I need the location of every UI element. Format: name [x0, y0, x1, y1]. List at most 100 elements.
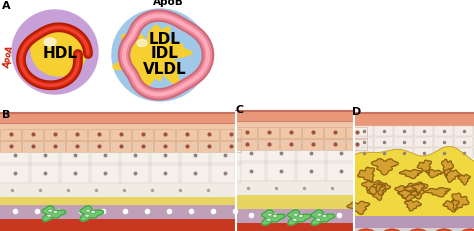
Polygon shape [417, 160, 431, 173]
Polygon shape [262, 210, 285, 225]
Ellipse shape [266, 218, 271, 221]
Ellipse shape [112, 9, 208, 101]
Bar [346, 139, 367, 150]
Bar [22, 141, 43, 152]
Bar [354, 216, 474, 228]
Bar [154, 129, 175, 140]
Ellipse shape [273, 214, 277, 217]
Polygon shape [358, 167, 374, 182]
Bar [374, 137, 393, 147]
Ellipse shape [267, 213, 272, 216]
Bar [236, 122, 354, 150]
Bar [434, 137, 453, 147]
Ellipse shape [356, 229, 376, 231]
Text: ApoB: ApoB [153, 0, 183, 7]
Ellipse shape [85, 209, 91, 212]
Bar [88, 141, 109, 152]
Ellipse shape [84, 214, 90, 217]
Ellipse shape [91, 210, 96, 213]
Polygon shape [288, 210, 311, 225]
Bar [236, 195, 354, 209]
Bar [354, 126, 474, 158]
Ellipse shape [137, 40, 147, 46]
Polygon shape [311, 210, 335, 225]
Polygon shape [395, 185, 417, 198]
Polygon shape [399, 170, 422, 179]
Bar [394, 126, 413, 136]
Bar [0, 112, 236, 124]
Text: HDL: HDL [43, 46, 78, 61]
Bar [0, 197, 236, 205]
Bar [414, 148, 433, 158]
Text: ApoA: ApoA [3, 45, 15, 69]
Bar [236, 223, 354, 231]
Bar [198, 141, 219, 152]
Polygon shape [362, 180, 385, 195]
Polygon shape [113, 26, 192, 92]
Polygon shape [367, 185, 385, 200]
Polygon shape [443, 200, 459, 212]
Polygon shape [458, 174, 470, 185]
Bar [434, 148, 453, 158]
Bar [414, 126, 433, 136]
Bar [176, 129, 197, 140]
Bar [354, 148, 373, 158]
Text: B: B [2, 110, 10, 120]
Polygon shape [442, 159, 454, 176]
Ellipse shape [298, 214, 303, 217]
Bar [258, 139, 279, 150]
Bar [324, 127, 345, 138]
Bar [324, 139, 345, 150]
Bar [66, 141, 87, 152]
Bar [374, 148, 393, 158]
Polygon shape [398, 190, 420, 201]
Bar [346, 127, 367, 138]
Polygon shape [426, 170, 443, 178]
Bar [354, 228, 474, 231]
Polygon shape [42, 206, 66, 221]
Bar [0, 124, 236, 152]
Bar [236, 209, 354, 223]
Bar [354, 137, 373, 147]
Ellipse shape [408, 229, 428, 231]
Bar [220, 141, 241, 152]
Bar [258, 127, 279, 138]
Ellipse shape [47, 214, 52, 217]
Polygon shape [452, 193, 469, 210]
Polygon shape [425, 188, 450, 197]
Text: C: C [236, 105, 244, 115]
Bar [132, 141, 153, 152]
Bar [454, 137, 473, 147]
Bar [454, 148, 473, 158]
Bar [302, 127, 323, 138]
Ellipse shape [48, 209, 53, 212]
Polygon shape [371, 159, 398, 175]
Bar [0, 129, 21, 140]
Bar [44, 129, 65, 140]
Bar [280, 139, 301, 150]
Bar [66, 129, 87, 140]
Bar [0, 219, 236, 231]
Polygon shape [412, 183, 425, 193]
Ellipse shape [317, 213, 322, 216]
Bar [110, 129, 131, 140]
Ellipse shape [434, 229, 454, 231]
Bar [0, 182, 236, 197]
Text: D: D [352, 107, 361, 117]
Text: VLDL: VLDL [143, 61, 187, 76]
Ellipse shape [292, 218, 297, 221]
Bar [176, 141, 197, 152]
Text: LDL: LDL [149, 33, 181, 48]
Ellipse shape [44, 38, 56, 46]
Bar [22, 129, 43, 140]
Bar [198, 129, 219, 140]
Polygon shape [80, 206, 104, 221]
Bar [394, 137, 413, 147]
Bar [236, 150, 354, 180]
Bar [280, 127, 301, 138]
Text: A: A [2, 1, 10, 11]
Bar [414, 137, 433, 147]
Bar [354, 126, 373, 136]
Text: IDL: IDL [151, 46, 179, 61]
Ellipse shape [53, 210, 58, 213]
